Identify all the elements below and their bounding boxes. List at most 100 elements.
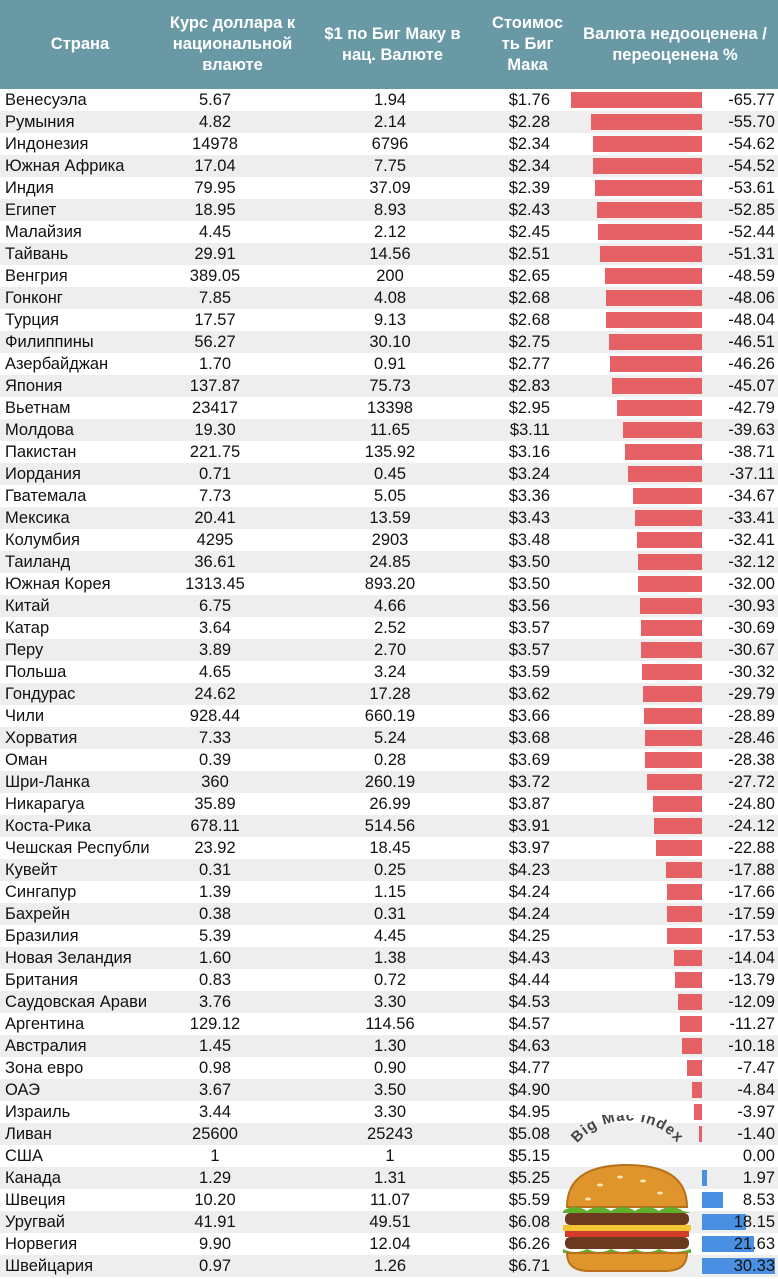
local-price-cell: 37.09: [369, 179, 411, 197]
local-price-cell: 12.04: [369, 1235, 411, 1253]
exchange-rate-cell: 5.67: [198, 91, 232, 109]
valuation-percent: 18.15: [733, 1213, 775, 1231]
local-price-cell: 30.10: [369, 333, 411, 351]
valuation-bar: [645, 730, 702, 746]
valuation-bar: [681, 1038, 702, 1054]
exchange-rate-cell: 928.44: [189, 707, 241, 725]
valuation-bar: [571, 92, 702, 108]
valuation-bar: [687, 1060, 702, 1076]
usd-price-cell: $2.43: [508, 201, 550, 219]
valuation-bar: [674, 972, 702, 988]
valuation-percent: -1.40: [737, 1125, 775, 1143]
valuation-percent: -17.66: [728, 883, 775, 901]
exchange-rate-cell: 41.91: [194, 1213, 236, 1231]
usd-price-cell: $3.72: [508, 773, 550, 791]
country-cell: Швеция: [5, 1191, 66, 1209]
valuation-percent: -11.27: [729, 1015, 775, 1033]
valuation-percent: -17.59: [728, 905, 775, 923]
big-mac-index-logo: Big Mac Index: [563, 1115, 691, 1272]
exchange-rate-cell: 14978: [192, 135, 238, 153]
usd-price-cell: $3.57: [508, 619, 550, 637]
local-price-cell: 17.28: [369, 685, 411, 703]
exchange-rate-cell: 29.91: [194, 245, 236, 263]
table-row: Индия 79.95 37.09 $2.39 -53.61: [0, 177, 778, 199]
country-cell: Сингапур: [5, 883, 77, 901]
usd-price-cell: $3.50: [508, 553, 550, 571]
header-exchange-rate: Курс доллара к национальной влаюте: [169, 14, 296, 74]
exchange-rate-cell: 1.29: [198, 1169, 232, 1187]
country-cell: Индия: [5, 179, 54, 197]
country-cell: Саудовская Арави: [5, 993, 148, 1011]
exchange-rate-cell: 1.39: [198, 883, 232, 901]
local-price-cell: 0.90: [373, 1059, 407, 1077]
exchange-rate-cell: 4.45: [198, 223, 232, 241]
table-row: Польша 4.65 3.24 $3.59 -30.32: [0, 661, 778, 683]
exchange-rate-cell: 7.33: [198, 729, 232, 747]
valuation-bar: [642, 686, 702, 702]
valuation-bar: [605, 268, 702, 284]
country-cell: Никарагуа: [5, 795, 85, 813]
usd-price-cell: $4.77: [508, 1059, 550, 1077]
valuation-bar: [593, 158, 702, 174]
valuation-percent: -54.62: [728, 135, 775, 153]
local-price-cell: 26.99: [369, 795, 411, 813]
country-cell: Молдова: [5, 421, 74, 439]
local-price-cell: 75.73: [369, 377, 411, 395]
usd-price-cell: $1.76: [508, 91, 550, 109]
usd-price-cell: $4.23: [508, 861, 550, 879]
exchange-rate-cell: 0.71: [198, 465, 232, 483]
country-cell: Новая Зеландия: [5, 949, 132, 967]
country-cell: Венесуэла: [5, 91, 87, 109]
exchange-rate-cell: 6.75: [198, 597, 232, 615]
country-cell: Мексика: [5, 509, 70, 527]
country-cell: Швейцария: [5, 1257, 94, 1275]
usd-price-cell: $4.44: [508, 971, 550, 989]
valuation-percent: -17.88: [728, 861, 775, 879]
exchange-rate-cell: 3.89: [198, 641, 232, 659]
valuation-bar: [597, 224, 702, 240]
usd-price-cell: $3.62: [508, 685, 550, 703]
table-row: Гватемала 7.73 5.05 $3.36 -34.67: [0, 485, 778, 507]
usd-price-cell: $4.24: [508, 905, 550, 923]
local-price-cell: 3.30: [373, 993, 407, 1011]
exchange-rate-cell: 23417: [192, 399, 238, 417]
table-row: Аргентина 129.12 114.56 $4.57 -11.27: [0, 1013, 778, 1035]
valuation-bar: [641, 664, 702, 680]
local-price-cell: 24.85: [369, 553, 411, 571]
table-row: Южная Африка 17.04 7.75 $2.34 -54.52: [0, 155, 778, 177]
exchange-rate-cell: 23.92: [194, 839, 236, 857]
exchange-rate-cell: 0.31: [198, 861, 232, 879]
country-cell: Колумбия: [5, 531, 80, 549]
usd-price-cell: $3.43: [508, 509, 550, 527]
usd-price-cell: $4.25: [508, 927, 550, 945]
valuation-bar: [702, 1236, 755, 1252]
table-row: Саудовская Арави 3.76 3.30 $4.53 -12.09: [0, 991, 778, 1013]
valuation-bar: [644, 708, 702, 724]
valuation-percent: -52.44: [728, 223, 775, 241]
usd-price-cell: $3.24: [508, 465, 550, 483]
valuation-percent: -4.84: [737, 1081, 775, 1099]
valuation-percent: -30.32: [728, 663, 775, 681]
valuation-bar: [656, 840, 702, 856]
valuation-bar: [612, 378, 702, 394]
exchange-rate-cell: 389.05: [189, 267, 241, 285]
usd-price-cell: $6.71: [508, 1257, 550, 1275]
local-price-cell: 5.05: [373, 487, 407, 505]
table-row: Азербайджан 1.70 0.91 $2.77 -46.26: [0, 353, 778, 375]
table-row: Оман 0.39 0.28 $3.69 -28.38: [0, 749, 778, 771]
logo-text: Big Mac Index: [568, 1115, 686, 1146]
valuation-bar: [679, 1016, 702, 1032]
usd-price-cell: $3.87: [508, 795, 550, 813]
exchange-rate-cell: 0.98: [198, 1059, 232, 1077]
exchange-rate-cell: 0.38: [198, 905, 232, 923]
usd-price-cell: $2.68: [508, 289, 550, 307]
table-row: Австралия 1.45 1.30 $4.63 -10.18: [0, 1035, 778, 1057]
valuation-bar: [667, 928, 702, 944]
usd-price-cell: $3.50: [508, 575, 550, 593]
table-row: Сингапур 1.39 1.15 $4.24 -17.66: [0, 881, 778, 903]
exchange-rate-cell: 1: [210, 1147, 220, 1165]
valuation-percent: -3.97: [737, 1103, 775, 1121]
country-cell: Индонезия: [5, 135, 89, 153]
usd-price-cell: $3.48: [508, 531, 550, 549]
valuation-percent: -55.70: [728, 113, 775, 131]
